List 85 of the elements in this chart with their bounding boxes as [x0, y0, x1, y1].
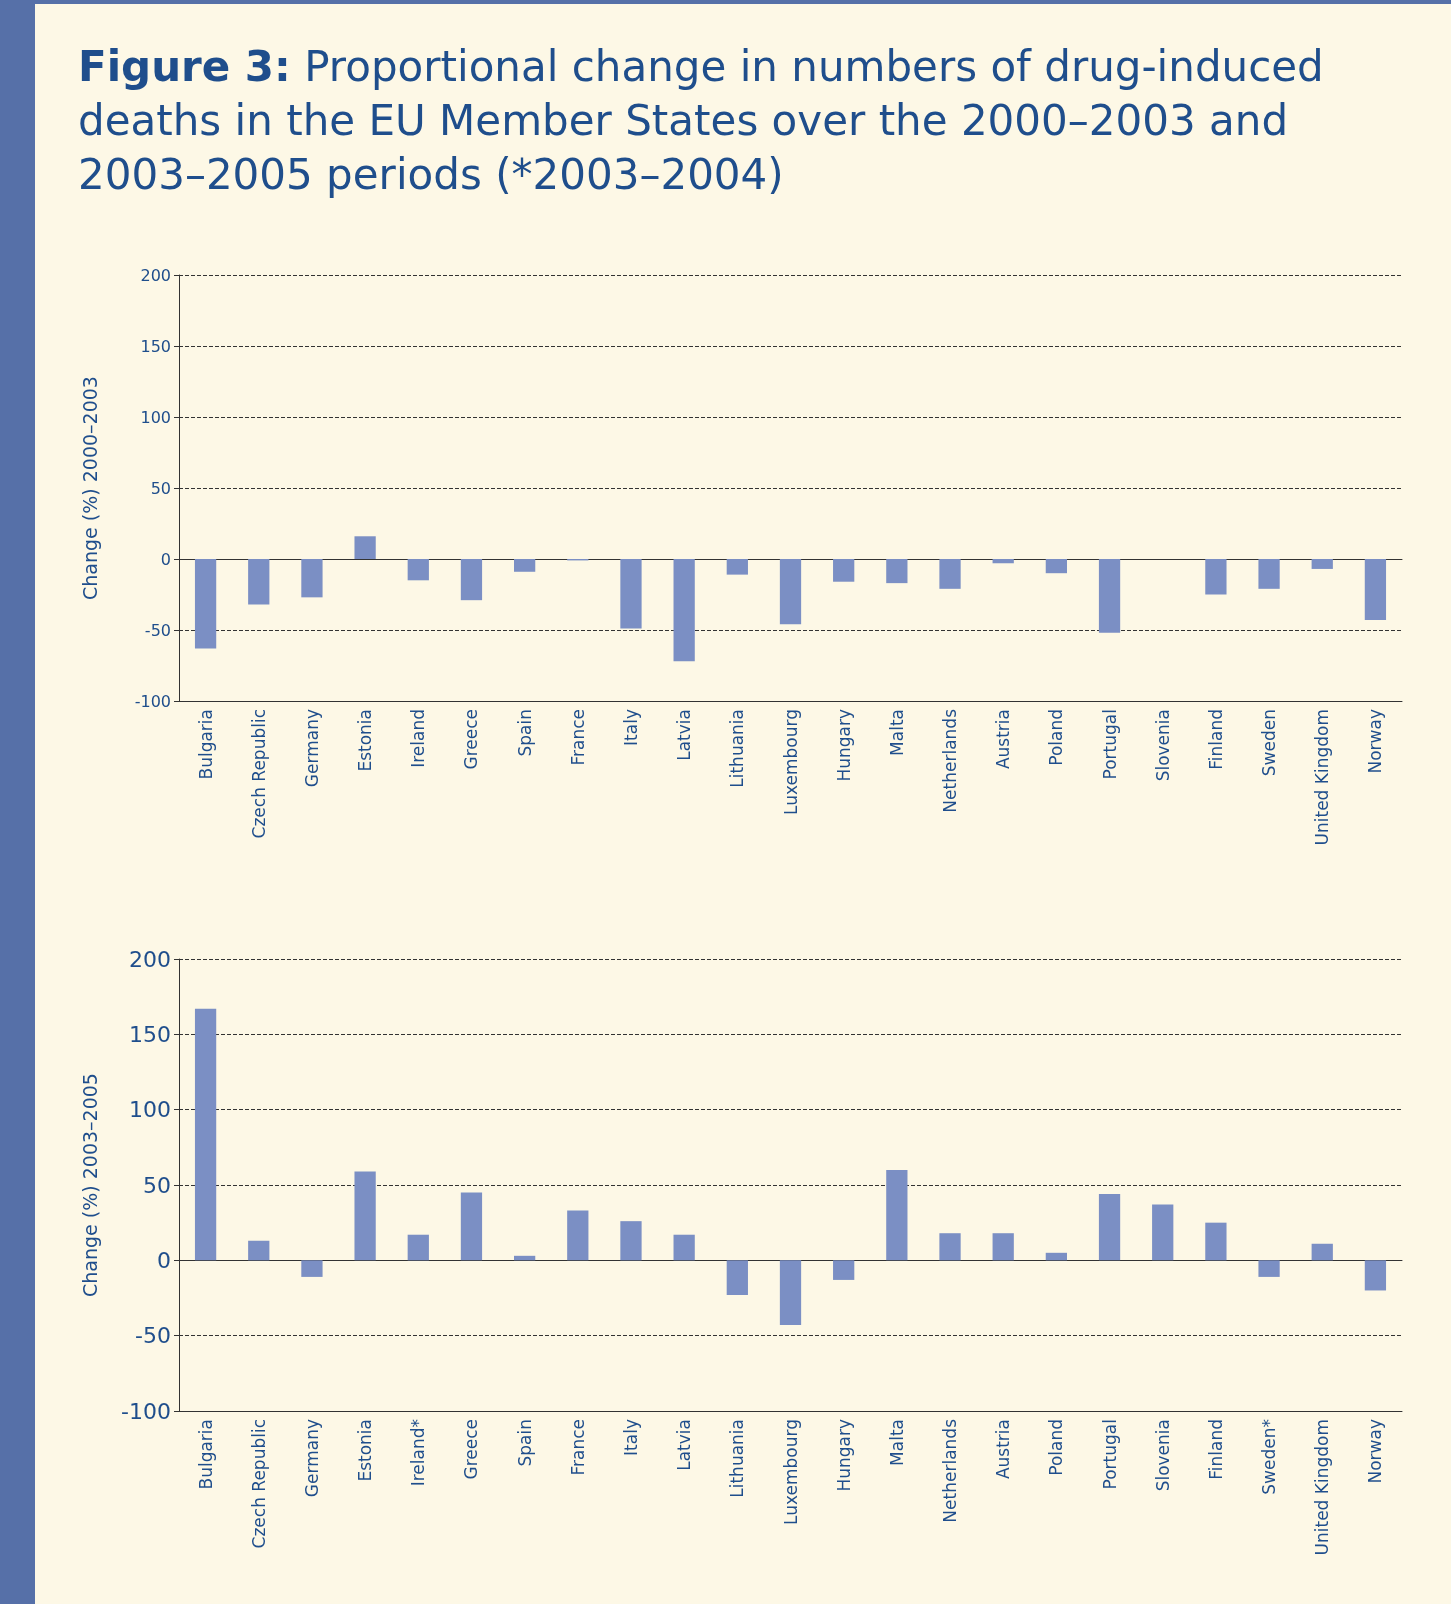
x-tick-label: Austria: [993, 1419, 1014, 1480]
y-axis-title: Change (%) 2000–2003: [78, 376, 101, 600]
bar: [620, 1221, 642, 1261]
x-tick-label: Sweden*: [1259, 1419, 1280, 1495]
x-tick-label: Netherlands: [940, 1418, 961, 1523]
x-tick-label: Latvia: [674, 709, 695, 761]
bar: [1205, 1222, 1227, 1261]
x-tick-label: Finland: [1205, 1419, 1226, 1480]
y-axis-title: Change (%) 2003–2005: [78, 1073, 101, 1297]
x-tick-label: Bulgaria: [195, 1419, 216, 1490]
x-tick-label: France: [567, 1419, 588, 1476]
x-tick-label: Finland: [1205, 709, 1226, 770]
x-tick-label: Hungary: [833, 709, 854, 782]
bar: [1311, 1243, 1333, 1261]
bar: [1258, 1260, 1280, 1277]
x-tick-label: Sweden: [1259, 709, 1280, 777]
bar: [301, 1260, 323, 1277]
y-tick-label: -50: [135, 1323, 171, 1349]
x-tick-label: Germany: [301, 709, 322, 788]
x-tick-label: Poland: [1046, 1419, 1067, 1476]
bar: [1152, 1204, 1174, 1261]
x-tick-label: Poland: [1046, 709, 1067, 766]
x-tick-label: Spain: [514, 709, 535, 757]
bar: [248, 1240, 270, 1261]
x-tick-label: Estonia: [355, 1419, 376, 1482]
x-tick-label: Estonia: [355, 709, 376, 772]
x-tick-label: Latvia: [674, 1419, 695, 1471]
x-tick-label: Portugal: [1099, 709, 1120, 780]
x-tick-label: Malta: [886, 709, 907, 756]
x-tick-label: Ireland: [408, 709, 429, 768]
y-tick-label: -50: [144, 620, 171, 640]
y-tick-label: 0: [157, 1247, 171, 1273]
x-tick-label: Greece: [461, 709, 482, 770]
x-tick-label: Germany: [301, 1419, 322, 1498]
y-tick-label: -100: [134, 691, 171, 711]
bar: [886, 1169, 908, 1261]
y-tick-label: 150: [129, 1021, 171, 1047]
x-tick-label: Norway: [1365, 709, 1386, 774]
y-tick-label: 100: [140, 407, 171, 427]
y-tick-label: 200: [129, 946, 171, 972]
bar: [1364, 1260, 1387, 1291]
bar: [673, 1234, 695, 1261]
x-tick-label: Bulgaria: [195, 709, 216, 780]
x-tick-label: Austria: [993, 709, 1014, 770]
y-tick-label: -100: [121, 1398, 171, 1424]
chart-title: Figure 3: Proportional change in numbers of drug-induced deaths in the EU Member States over the 2000–2003 and 2003–2005 periods (*2003–2004): [78, 41, 1325, 201]
bar: [460, 1192, 483, 1261]
bar: [939, 1233, 961, 1261]
x-tick-label: France: [567, 709, 588, 766]
x-tick-label: Lithuania: [727, 1419, 748, 1498]
bar: [1098, 1194, 1121, 1261]
x-tick-label: United Kingdom: [1312, 1419, 1333, 1556]
bar: [567, 1210, 589, 1261]
x-tick-label: Portugal: [1099, 1419, 1120, 1490]
y-tick-label: 50: [150, 478, 171, 498]
x-tick-label: Italy: [620, 1419, 641, 1456]
bar: [1045, 1252, 1067, 1261]
y-tick-label: 150: [140, 336, 171, 356]
x-tick-label: United Kingdom: [1312, 709, 1333, 846]
x-tick-label: Malta: [886, 1419, 907, 1466]
x-tick-label: Netherlands: [940, 708, 961, 813]
x-tick-label: Luxembourg: [780, 709, 801, 815]
bar: [833, 1260, 855, 1280]
bar: [992, 1233, 1014, 1261]
y-tick-label: 50: [143, 1172, 171, 1198]
x-tick-label: Lithuania: [727, 709, 748, 788]
x-tick-label: Czech Republic: [248, 1419, 269, 1549]
x-tick-label: Ireland*: [408, 1419, 429, 1487]
y-tick-label: 100: [129, 1097, 171, 1123]
x-tick-label: Luxembourg: [780, 1419, 801, 1525]
bar: [726, 1260, 748, 1295]
bar: [194, 1008, 217, 1261]
bar: [407, 1234, 429, 1261]
y-tick-label: 0: [160, 549, 171, 569]
y-tick-label: 200: [140, 265, 171, 285]
x-tick-label: Greece: [461, 1419, 482, 1480]
x-tick-label: Hungary: [833, 1419, 854, 1492]
x-tick-label: Slovenia: [1152, 1419, 1173, 1492]
bar: [354, 1171, 376, 1261]
bar: [779, 1260, 802, 1326]
x-tick-label: Spain: [514, 1419, 535, 1467]
x-tick-label: Italy: [620, 709, 641, 746]
x-tick-label: Czech Republic: [248, 709, 269, 839]
x-tick-label: Norway: [1365, 1419, 1386, 1484]
x-tick-label: Slovenia: [1152, 709, 1173, 782]
